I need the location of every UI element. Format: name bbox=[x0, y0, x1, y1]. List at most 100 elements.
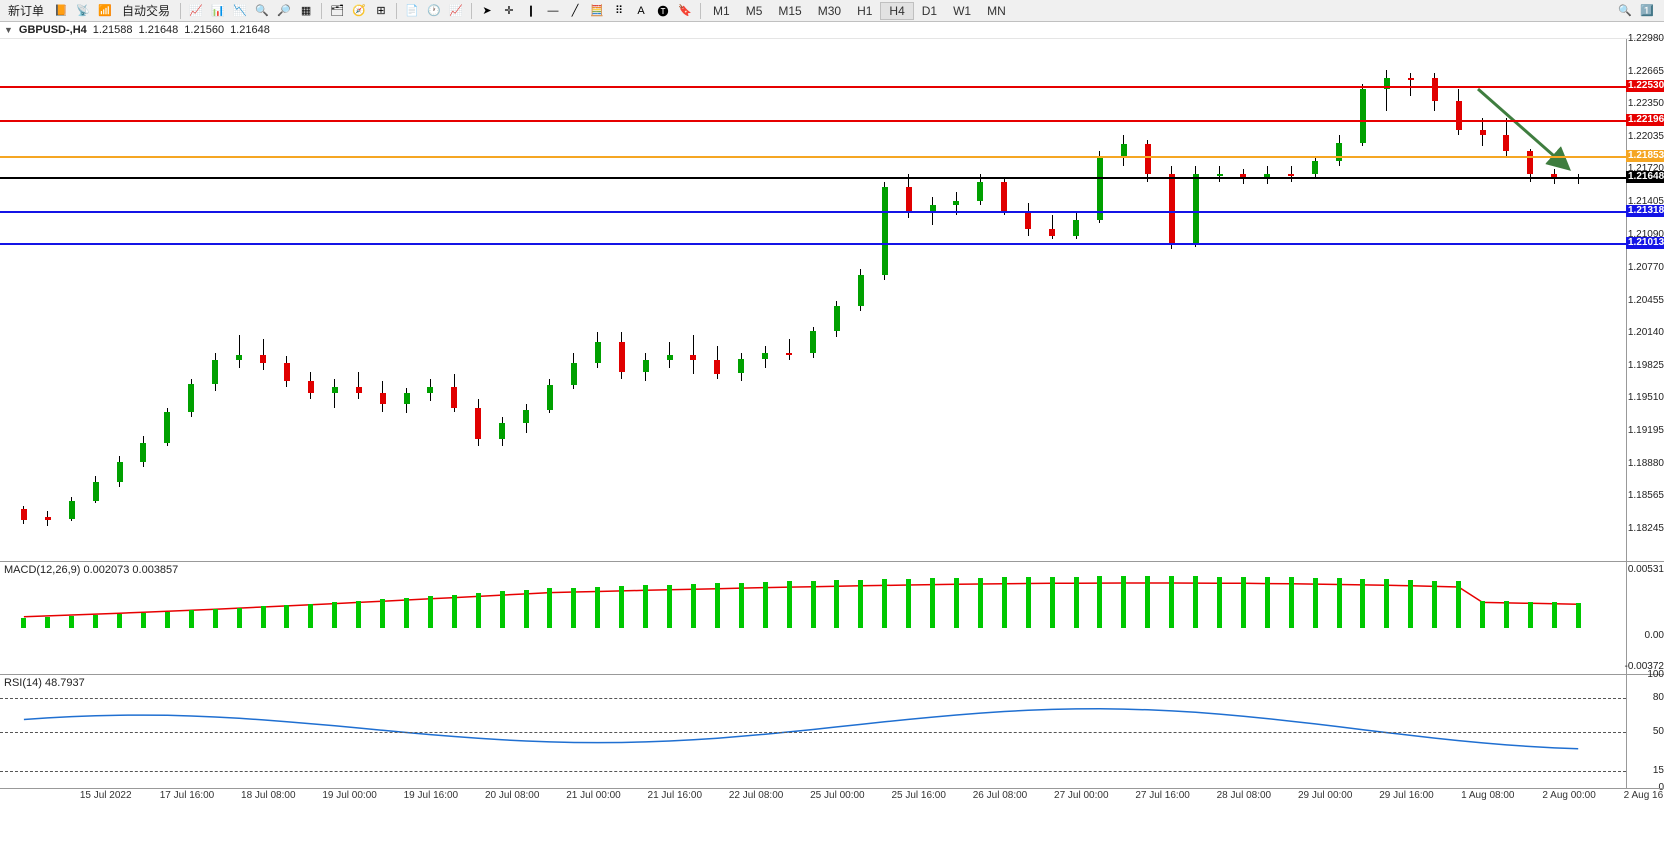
candle-body[interactable] bbox=[260, 355, 266, 363]
macd-histogram-bar[interactable] bbox=[117, 614, 122, 628]
candle-body[interactable] bbox=[475, 408, 481, 439]
candle-body[interactable] bbox=[164, 412, 170, 443]
macd-histogram-bar[interactable] bbox=[882, 579, 887, 628]
macd-histogram-bar[interactable] bbox=[284, 605, 289, 629]
price-level-line[interactable] bbox=[0, 120, 1626, 122]
candle-body[interactable] bbox=[332, 387, 338, 393]
signal-icon[interactable]: 📶 bbox=[94, 1, 116, 21]
macd-histogram-bar[interactable] bbox=[213, 609, 218, 628]
period-icon[interactable]: 🕐 bbox=[423, 1, 445, 21]
notification-icon[interactable]: 1️⃣ bbox=[1636, 1, 1658, 21]
candle-body[interactable] bbox=[882, 187, 888, 275]
macd-histogram-bar[interactable] bbox=[1241, 577, 1246, 629]
macd-histogram-bar[interactable] bbox=[428, 596, 433, 628]
macd-histogram-bar[interactable] bbox=[619, 586, 624, 628]
macd-histogram-bar[interactable] bbox=[69, 616, 74, 628]
price-level-line[interactable] bbox=[0, 211, 1626, 213]
candle-wick[interactable] bbox=[239, 335, 240, 368]
macd-histogram-bar[interactable] bbox=[715, 583, 720, 628]
macd-histogram-bar[interactable] bbox=[1217, 577, 1222, 629]
macd-histogram-bar[interactable] bbox=[524, 590, 529, 629]
candle-wick[interactable] bbox=[358, 372, 359, 399]
rsi-panel[interactable]: RSI(14) 48.7937 100 80 50 15 0 bbox=[0, 675, 1664, 788]
text-tool-icon[interactable]: A bbox=[630, 1, 652, 21]
timeframe-h4[interactable]: H4 bbox=[880, 2, 913, 20]
macd-histogram-bar[interactable] bbox=[763, 582, 768, 628]
candle-wick[interactable] bbox=[789, 339, 790, 360]
candle-body[interactable] bbox=[1145, 144, 1151, 174]
timeframe-d1[interactable]: D1 bbox=[914, 2, 945, 20]
candle-body[interactable] bbox=[786, 353, 792, 355]
macd-bars-area[interactable] bbox=[0, 562, 1626, 674]
timeframe-m30[interactable]: M30 bbox=[810, 2, 849, 20]
vertical-line-icon[interactable]: ❙ bbox=[520, 1, 542, 21]
candle-body[interactable] bbox=[1360, 89, 1366, 143]
candle-body[interactable] bbox=[977, 182, 983, 201]
candle-body[interactable] bbox=[834, 306, 840, 331]
macd-histogram-bar[interactable] bbox=[189, 610, 194, 628]
candle-wick[interactable] bbox=[334, 379, 335, 408]
date-axis[interactable]: 15 Jul 2022 17 Jul 16:00 18 Jul 08:00 19 Ju… bbox=[0, 788, 1664, 802]
macd-histogram-bar[interactable] bbox=[1289, 577, 1294, 628]
area-chart-icon[interactable]: 📉 bbox=[229, 1, 251, 21]
macd-histogram-bar[interactable] bbox=[237, 608, 242, 629]
macd-histogram-bar[interactable] bbox=[1313, 578, 1318, 629]
candle-wick[interactable] bbox=[1410, 73, 1411, 96]
macd-histogram-bar[interactable] bbox=[667, 585, 672, 629]
macd-histogram-bar[interactable] bbox=[643, 585, 648, 628]
macd-histogram-bar[interactable] bbox=[21, 618, 26, 628]
macd-histogram-bar[interactable] bbox=[93, 615, 98, 628]
line-chart-icon[interactable]: 📊 bbox=[207, 1, 229, 21]
macd-histogram-bar[interactable] bbox=[1504, 601, 1509, 628]
macd-histogram-bar[interactable] bbox=[1050, 577, 1055, 629]
macd-histogram-bar[interactable] bbox=[834, 580, 839, 628]
new-chart-icon[interactable]: 📈 bbox=[185, 1, 207, 21]
zoom-in-icon[interactable]: 🔍 bbox=[251, 1, 273, 21]
candle-body[interactable] bbox=[738, 359, 744, 373]
dotted-icon[interactable]: ⠿ bbox=[608, 1, 630, 21]
macd-histogram-bar[interactable] bbox=[380, 599, 385, 628]
candle-body[interactable] bbox=[595, 342, 601, 363]
candle-body[interactable] bbox=[953, 201, 959, 205]
candle-body[interactable] bbox=[523, 410, 529, 423]
macd-histogram-bar[interactable] bbox=[476, 593, 481, 628]
trendline-icon[interactable]: ╱ bbox=[564, 1, 586, 21]
grid-icon[interactable]: ▦ bbox=[295, 1, 317, 21]
candle-body[interactable] bbox=[690, 355, 696, 360]
cursor-icon[interactable]: ➤ bbox=[476, 1, 498, 21]
macd-histogram-bar[interactable] bbox=[1074, 577, 1079, 629]
candle-body[interactable] bbox=[1169, 174, 1175, 244]
timeframe-mn[interactable]: MN bbox=[979, 2, 1014, 20]
candle-body[interactable] bbox=[380, 393, 386, 403]
candle-body[interactable] bbox=[1312, 161, 1318, 173]
candlestick-area[interactable] bbox=[0, 39, 1626, 561]
macd-histogram-bar[interactable] bbox=[1145, 576, 1150, 628]
terminal-icon[interactable]: ⊞ bbox=[370, 1, 392, 21]
macd-histogram-bar[interactable] bbox=[308, 604, 313, 629]
candle-body[interactable] bbox=[1527, 151, 1533, 174]
timeframe-m1[interactable]: M1 bbox=[705, 2, 738, 20]
text-box-icon[interactable]: 🅣 bbox=[652, 1, 674, 21]
candle-body[interactable] bbox=[499, 423, 505, 439]
macd-histogram-bar[interactable] bbox=[1193, 576, 1198, 628]
macd-histogram-bar[interactable] bbox=[1026, 577, 1031, 628]
candle-body[interactable] bbox=[762, 353, 768, 359]
macd-histogram-bar[interactable] bbox=[739, 583, 744, 629]
macd-histogram-bar[interactable] bbox=[1384, 579, 1389, 628]
macd-histogram-bar[interactable] bbox=[978, 578, 983, 629]
timeframe-h1[interactable]: H1 bbox=[849, 2, 880, 20]
macd-histogram-bar[interactable] bbox=[1337, 578, 1342, 628]
macd-histogram-bar[interactable] bbox=[1528, 602, 1533, 629]
candle-body[interactable] bbox=[1193, 174, 1199, 244]
candle-body[interactable] bbox=[117, 462, 123, 483]
macd-histogram-bar[interactable] bbox=[547, 588, 552, 628]
macd-histogram-bar[interactable] bbox=[954, 578, 959, 628]
macd-panel[interactable]: MACD(12,26,9) 0.002073 0.003857 0.00531 … bbox=[0, 562, 1664, 675]
macd-histogram-bar[interactable] bbox=[261, 606, 266, 628]
macd-histogram-bar[interactable] bbox=[571, 588, 576, 629]
macd-histogram-bar[interactable] bbox=[1121, 576, 1126, 628]
macd-histogram-bar[interactable] bbox=[691, 584, 696, 628]
macd-histogram-bar[interactable] bbox=[332, 602, 337, 628]
search-icon[interactable]: 🔍 bbox=[1614, 1, 1636, 21]
candle-body[interactable] bbox=[284, 363, 290, 381]
